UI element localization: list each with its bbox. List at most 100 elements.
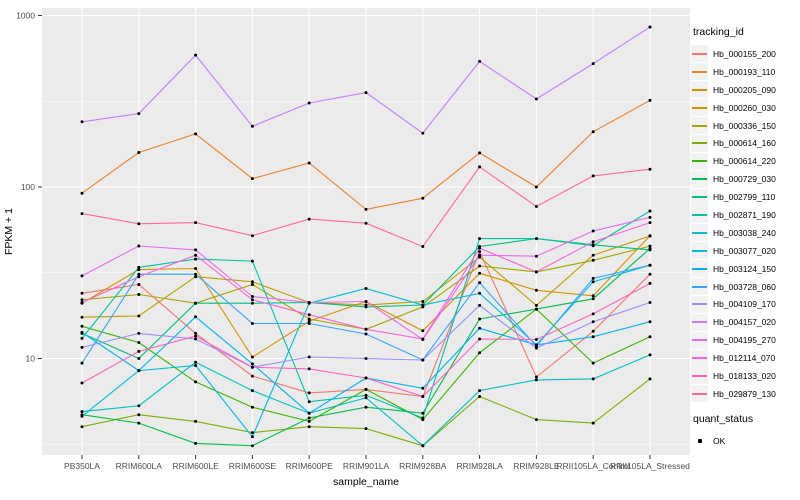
data-point — [591, 329, 595, 333]
data-point — [250, 405, 254, 409]
x-tick-label: RRIM928LA — [456, 461, 503, 471]
legend-item-Hb_003038_240: Hb_003038_240 — [691, 224, 799, 242]
data-point — [648, 377, 652, 381]
data-point — [648, 320, 652, 324]
x-tick-label: RRII105LA_Control — [556, 461, 630, 471]
series-color-swatch-icon — [691, 152, 708, 170]
data-point — [194, 364, 198, 367]
data-point — [478, 395, 482, 398]
data-point — [250, 283, 254, 286]
data-point — [194, 53, 198, 57]
data-point — [364, 300, 368, 303]
data-point — [591, 421, 595, 425]
data-point — [364, 393, 368, 397]
data-point — [364, 327, 368, 331]
data-point — [80, 330, 84, 334]
legend-item-Hb_004157_020: Hb_004157_020 — [691, 313, 799, 331]
data-point — [80, 336, 84, 340]
data-point — [648, 221, 652, 225]
series-color-swatch-icon — [691, 117, 708, 134]
legend-item-Hb_004109_170: Hb_004109_170 — [691, 295, 799, 313]
data-point — [307, 416, 311, 420]
series-color-swatch-icon — [691, 313, 708, 331]
data-point — [591, 258, 595, 262]
legend-item-Hb_000260_030: Hb_000260_030 — [691, 99, 799, 117]
data-point — [421, 196, 425, 200]
x-tick-label: RRII105LA_Stressed — [610, 461, 690, 471]
data-point — [250, 301, 254, 305]
data-point — [250, 365, 254, 369]
data-point — [250, 295, 254, 298]
data-point — [194, 337, 198, 341]
data-point — [648, 167, 652, 171]
x-tick-label: RRIM928BA — [399, 461, 447, 471]
legend-label: Hb_000193_110 — [713, 66, 776, 77]
legend-item-Hb_004195_270: Hb_004195_270 — [691, 331, 799, 349]
data-point — [194, 275, 198, 279]
data-point — [194, 380, 198, 384]
y-tick-label: 100 — [21, 182, 35, 192]
data-point — [591, 276, 595, 280]
data-point — [80, 212, 84, 216]
x-tick-label: RRIM600LE — [172, 461, 219, 471]
data-point — [250, 259, 254, 263]
legend-item-Hb_000336_150: Hb_000336_150 — [691, 117, 799, 135]
data-point — [307, 161, 311, 165]
data-point — [137, 341, 141, 344]
data-point — [421, 386, 425, 390]
data-point — [250, 431, 254, 435]
data-point — [194, 360, 198, 364]
series-color-swatch-icon — [691, 295, 708, 313]
series-color-swatch-icon — [691, 331, 708, 349]
data-point — [80, 291, 84, 295]
legend-label: Hb_000614_220 — [713, 156, 776, 167]
legend-item-Hb_000155_200: Hb_000155_200 — [691, 45, 799, 63]
data-point — [478, 250, 482, 254]
data-point — [194, 334, 198, 338]
data-point — [648, 215, 652, 219]
data-point — [250, 435, 254, 439]
series-color-swatch-icon — [691, 134, 708, 152]
data-point — [307, 313, 311, 317]
data-point — [534, 288, 538, 292]
series-color-swatch-icon — [691, 63, 708, 81]
legend-label: Hb_004195_270 — [713, 335, 776, 346]
data-point — [194, 419, 198, 423]
data-point — [250, 444, 254, 448]
legend-label: Hb_000205_090 — [713, 84, 776, 95]
data-point — [250, 389, 254, 393]
data-point — [137, 404, 141, 408]
data-point — [534, 346, 538, 350]
data-point — [307, 400, 311, 404]
data-point — [478, 326, 482, 330]
data-point — [250, 177, 254, 181]
data-point — [478, 151, 482, 155]
data-point — [80, 345, 84, 349]
legend-label: Hb_000155_200 — [713, 48, 776, 59]
data-point — [421, 411, 425, 415]
series-color-swatch-icon — [691, 45, 708, 63]
data-point — [307, 319, 311, 323]
series-color-swatch-icon — [691, 170, 708, 188]
data-point — [421, 303, 425, 307]
data-point — [421, 358, 425, 362]
x-tick-label: RRIM600PE — [286, 461, 334, 471]
data-point — [137, 369, 141, 373]
legend-label: OK — [713, 435, 726, 446]
data-point — [137, 314, 141, 318]
legend-item-Hb_003728_060: Hb_003728_060 — [691, 278, 799, 296]
legend-label: Hb_004157_020 — [713, 317, 776, 328]
data-point — [478, 59, 482, 63]
series-color-swatch-icon — [691, 367, 708, 385]
legend-label: Hb_000260_030 — [713, 102, 776, 113]
data-point — [80, 120, 84, 124]
data-point — [80, 191, 84, 195]
data-point — [307, 317, 311, 321]
data-point — [307, 355, 311, 359]
data-point — [137, 413, 141, 417]
legend-label: Hb_012114_070 — [713, 353, 776, 364]
data-point — [194, 272, 198, 276]
legend-item-Hb_012114_070: Hb_012114_070 — [691, 349, 799, 367]
data-point — [648, 263, 652, 267]
data-point — [307, 391, 311, 395]
